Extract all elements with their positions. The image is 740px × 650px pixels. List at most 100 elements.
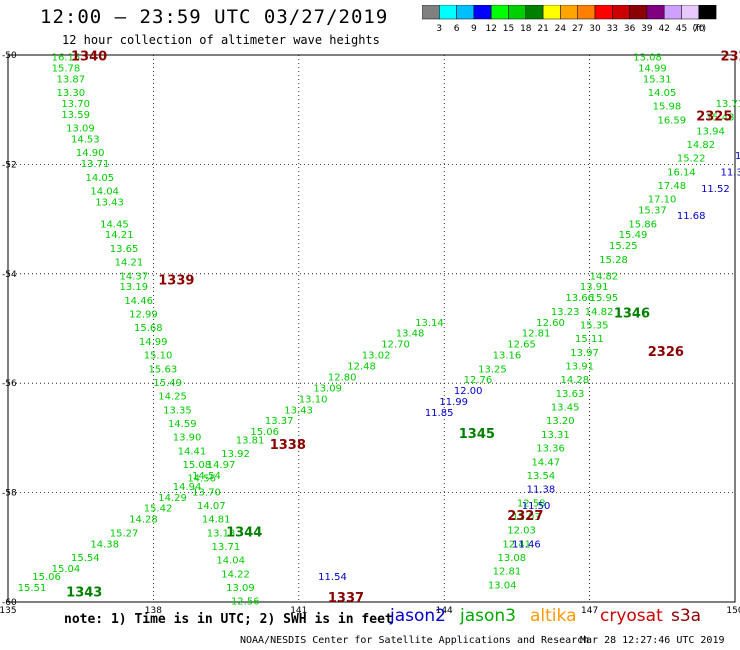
swh-value: 11.50	[522, 501, 551, 512]
swh-value: 13.91	[580, 282, 609, 293]
swh-value: 13.73	[716, 99, 740, 110]
lat-tick-label: -54	[2, 270, 17, 280]
swh-value: 13.36	[536, 444, 565, 455]
swh-value: 14.82	[590, 271, 619, 282]
swh-value: 13.13	[207, 528, 236, 539]
swh-value: 14.29	[158, 493, 187, 504]
swh-value: 15.27	[110, 528, 139, 539]
swh-value: 12.58	[517, 498, 546, 509]
swh-value: 13.43	[284, 405, 313, 416]
swh-value: 13.16	[493, 351, 522, 362]
swh-value: 12.80	[328, 372, 357, 383]
swh-value: 11.56	[735, 151, 740, 162]
swh-value: 13.65	[110, 244, 139, 255]
colorbar-tick-label: 6	[454, 24, 460, 34]
swh-value: 15.25	[609, 241, 638, 252]
colorbar-tick-label: 33	[607, 24, 618, 34]
swh-value: 12.03	[512, 512, 541, 523]
swh-value: 13.30	[56, 88, 85, 99]
swh-value: 15.37	[638, 206, 667, 217]
swh-value: 15.54	[71, 553, 100, 564]
colorbar-tick-label: 3	[436, 24, 442, 34]
swh-value: 13.59	[61, 110, 90, 121]
swh-value: 12.41	[502, 539, 531, 550]
swh-value: 15.06	[32, 572, 61, 583]
swh-value: 13.71	[212, 542, 241, 553]
colorbar-swatch	[698, 5, 717, 20]
swh-value: 14.22	[221, 569, 250, 580]
swh-value: 13.37	[265, 416, 294, 427]
units-note: note: 1) Time is in UTC; 2) SWH is in fe…	[64, 612, 393, 627]
swh-value: 13.90	[173, 433, 202, 444]
legend-jason2: jason2	[390, 606, 446, 626]
swh-value: 13.43	[95, 197, 124, 208]
swh-value: 14.37	[119, 271, 148, 282]
swh-value: 17.10	[648, 195, 677, 206]
swh-value: 13.09	[66, 124, 95, 135]
colorbar-tick-label: 9	[471, 24, 477, 34]
swh-value: 15.10	[144, 351, 173, 362]
lat-tick-label: -60	[2, 598, 17, 608]
swh-value: 12.56	[231, 597, 260, 608]
swh-value: 13.08	[633, 52, 662, 63]
swh-value: 14.97	[207, 460, 236, 471]
pass-id-label: 2325	[696, 110, 732, 125]
swh-value: 15.43	[706, 113, 735, 124]
swh-value: 13.10	[299, 394, 328, 405]
pass-id-label: 2327	[507, 509, 543, 524]
lon-tick-label: 144	[436, 606, 453, 616]
swh-value: 14.04	[216, 556, 245, 567]
legend-s3a: s3a	[671, 606, 702, 626]
swh-value: 14.28	[129, 515, 158, 526]
swh-value: 13.31	[541, 430, 570, 441]
swh-value: 14.46	[124, 296, 153, 307]
swh-value: 16.15	[52, 52, 81, 63]
swh-value: 15.78	[52, 63, 81, 74]
swh-value: 16.59	[657, 115, 686, 126]
swh-value: 13.04	[488, 580, 517, 591]
swh-value: 13.71	[81, 159, 110, 170]
colorbar-tick-label: 42	[658, 24, 669, 34]
pass-id-label: 1344	[226, 525, 262, 540]
swh-value: 15.98	[653, 102, 682, 113]
swh-value: 15.95	[590, 293, 619, 304]
swh-value: 11.54	[318, 572, 347, 583]
swh-value: 14.90	[76, 148, 105, 159]
swh-value: 12.60	[536, 318, 565, 329]
map-frame	[7, 54, 736, 603]
swh-value: 11.46	[512, 539, 541, 550]
colorbar-tick-label: 45	[676, 24, 687, 34]
swh-value: 12.48	[347, 362, 376, 373]
swh-value: 14.56	[187, 474, 216, 485]
lon-tick-label: 150	[726, 606, 740, 616]
swh-value: 15.68	[134, 323, 163, 334]
swh-value: 14.41	[178, 446, 207, 457]
swh-value: 13.19	[119, 282, 148, 293]
swh-value: 14.82	[585, 307, 614, 318]
lat-tick-label: -50	[2, 51, 17, 61]
pass-id-label: 1340	[71, 49, 107, 64]
swh-value: 13.14	[415, 318, 444, 329]
swh-value: 15.35	[580, 321, 609, 332]
swh-value: 12.81	[522, 329, 551, 340]
swh-value: 14.99	[638, 63, 667, 74]
colorbar-unit: (ft)	[693, 24, 707, 34]
colorbar-tick-label: 70	[693, 24, 705, 34]
swh-value: 13.23	[551, 307, 580, 318]
swh-value: 13.63	[556, 389, 585, 400]
swh-value: 14.99	[139, 337, 168, 348]
swh-value: 14.54	[192, 471, 221, 482]
pass-id-label: 2326	[648, 345, 684, 360]
swh-value: 13.97	[570, 348, 599, 359]
colorbar-tick-label: 12	[485, 24, 496, 34]
swh-value: 12.81	[493, 567, 522, 578]
swh-value: 11.38	[527, 485, 556, 496]
lon-tick-label: 135	[0, 606, 17, 616]
lon-tick-label: 138	[145, 606, 162, 616]
swh-value: 14.07	[197, 501, 226, 512]
swh-value: 13.91	[565, 362, 594, 373]
page-subtitle: 12 hour collection of altimeter wave hei…	[62, 33, 380, 47]
swh-value: 13.92	[221, 449, 250, 460]
legend-altika: altika	[530, 606, 577, 626]
